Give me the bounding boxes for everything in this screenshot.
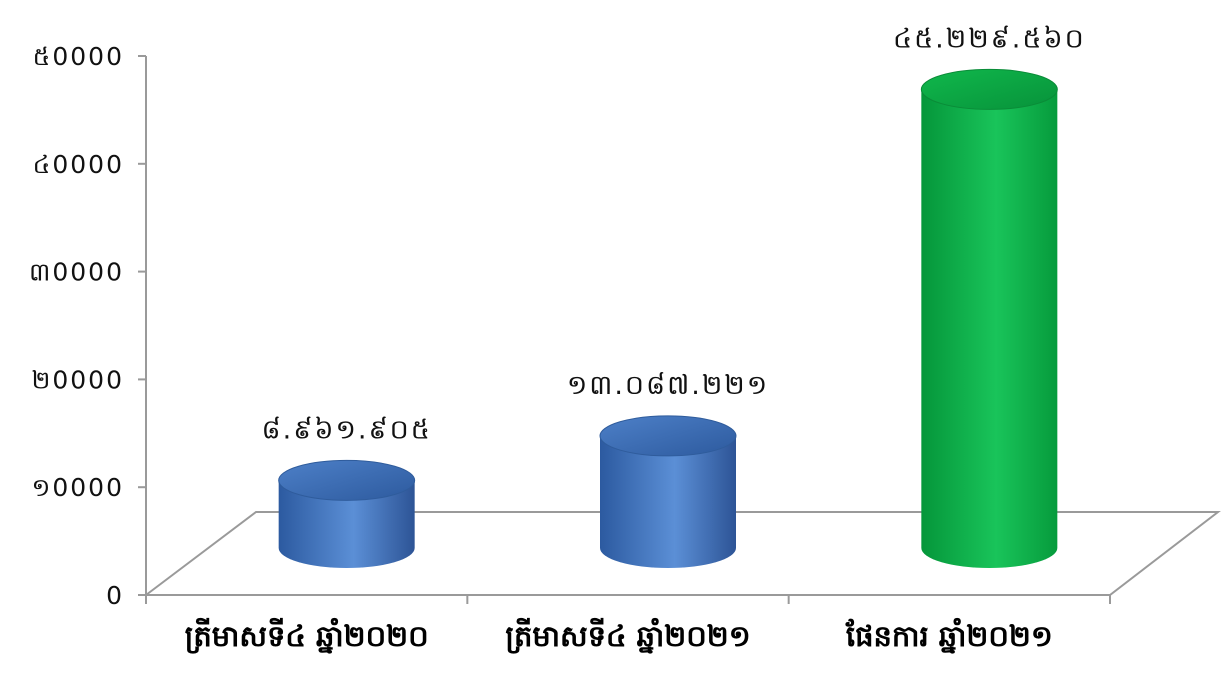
y-tick-label: ៣0000 bbox=[29, 258, 124, 287]
bar-3[interactable] bbox=[920, 68, 1058, 568]
data-label: ៨.៩៦១.៩០៥ bbox=[262, 414, 432, 445]
x-category-label: ផែនការ ឆ្នាំ២០២១ bbox=[845, 617, 1053, 654]
bar-body bbox=[278, 480, 415, 568]
bar-top bbox=[278, 459, 416, 501]
x-category-label: ត្រីមាសទី៤ ឆ្នាំ២០២០ bbox=[185, 617, 429, 654]
bar-2[interactable] bbox=[599, 415, 737, 568]
y-tick-label: ៤0000 bbox=[33, 150, 124, 179]
bar-top bbox=[920, 68, 1058, 110]
bar-top bbox=[599, 415, 737, 457]
y-tick-label: ២0000 bbox=[31, 365, 124, 394]
bar-body bbox=[600, 435, 736, 568]
y-tick-label: 0 bbox=[106, 581, 124, 610]
y-tick-label: ៥0000 bbox=[33, 42, 124, 71]
data-label: ១៣.០៨៧.២២១ bbox=[567, 370, 769, 401]
bar-body bbox=[921, 89, 1058, 568]
bar-1[interactable] bbox=[278, 459, 416, 568]
x-category-label: ត្រីមាសទី៤ ឆ្នាំ២០២១ bbox=[505, 617, 750, 654]
y-tick-label: ១0000 bbox=[31, 473, 124, 502]
data-label: ៤៥.២២៩.៥៦០ bbox=[893, 23, 1086, 54]
